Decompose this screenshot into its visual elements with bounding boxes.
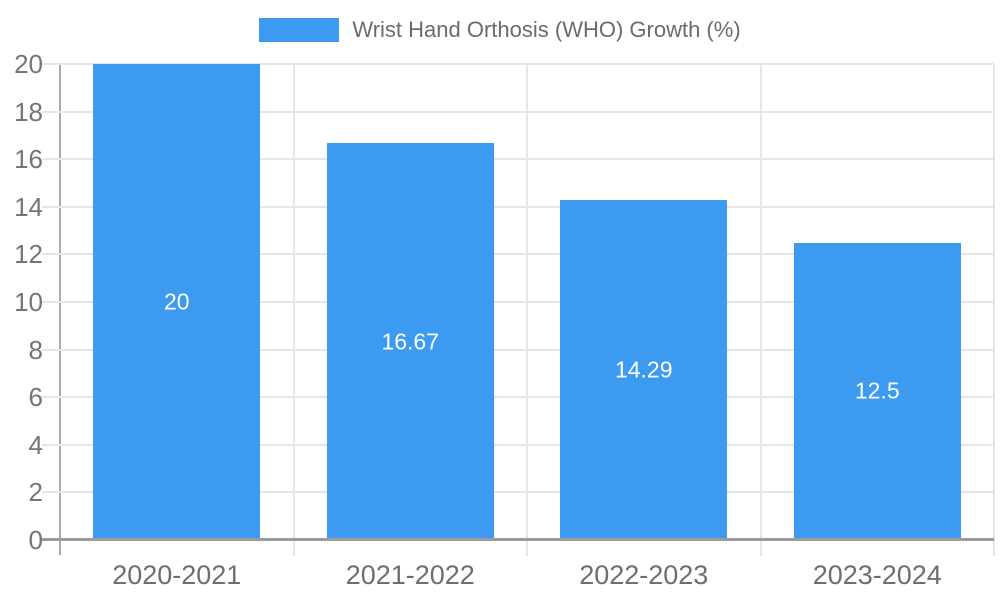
legend-label: Wrist Hand Orthosis (WHO) Growth (%)	[352, 17, 741, 42]
chart-legend: Wrist Hand Orthosis (WHO) Growth (%)	[0, 17, 1000, 43]
legend-item[interactable]: Wrist Hand Orthosis (WHO) Growth (%)	[259, 17, 741, 43]
bar-value-label: 20	[163, 288, 190, 315]
y-tick-label: 10	[14, 287, 43, 317]
y-tick-label: 16	[14, 144, 43, 175]
bar[interactable]: 20	[93, 64, 261, 540]
x-gridline	[526, 64, 528, 556]
y-tick-label: 14	[14, 191, 43, 222]
y-gridline	[42, 110, 994, 113]
bar[interactable]: 16.67	[326, 143, 494, 540]
y-gridline	[42, 253, 994, 256]
y-tick-label: 20	[14, 49, 43, 79]
plot-area: 0 2 4 6 8 10 12 14 16 18 20 20 2020-2021 16.67 2021-20…	[14, 51, 995, 589]
y-tick-label: 2	[28, 477, 43, 508]
y-tick-label: 8	[28, 334, 43, 365]
x-tick-label: 2021-2022	[345, 560, 475, 590]
x-axis-line	[42, 538, 994, 541]
x-tick-label: 2022-2023	[579, 560, 709, 590]
y-tick-label: 4	[28, 429, 43, 460]
y-tick-label: 6	[28, 382, 43, 413]
y-tick-label: 18	[14, 96, 43, 127]
bar[interactable]: 14.29	[560, 199, 728, 540]
bar-value-label: 16.67	[381, 328, 440, 355]
y-gridline	[42, 205, 994, 208]
bar-value-label: 12.5	[854, 377, 900, 404]
x-gridline	[292, 64, 295, 556]
bar[interactable]: 12.5	[793, 242, 961, 540]
legend-swatch	[259, 18, 340, 42]
x-tick-label: 2020-2021	[112, 560, 242, 590]
bar-value-label: 14.29	[614, 356, 673, 383]
y-axis-line	[59, 64, 61, 555]
y-tick-label: 12	[14, 239, 43, 270]
y-gridline	[42, 301, 994, 303]
y-tick-label: 0	[28, 525, 43, 555]
x-tick-label: 2023-2024	[812, 560, 942, 590]
y-gridline	[42, 158, 994, 161]
y-gridline	[42, 491, 994, 494]
x-gridline	[993, 64, 995, 556]
y-gridline	[42, 443, 994, 446]
y-gridline	[42, 63, 994, 65]
x-gridline	[759, 64, 762, 556]
y-gridline	[42, 348, 994, 351]
y-gridline	[42, 396, 994, 399]
